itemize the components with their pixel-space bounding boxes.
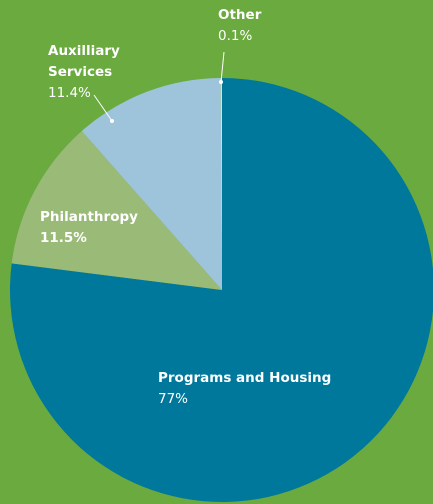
leader-dot: [110, 119, 114, 123]
slice-name: Other: [218, 7, 262, 23]
slice-name: Auxilliary Services: [48, 43, 120, 80]
leader-line: [220, 51, 225, 83]
pie-slice: [81, 78, 223, 290]
pie-slice: [10, 78, 433, 502]
slice-value: 11.4%: [48, 85, 91, 101]
slice-label: Auxilliary Services 11.4%: [48, 41, 128, 104]
slice-label: Philanthropy 11.5%: [40, 207, 160, 249]
pie-slice: [220, 78, 222, 290]
leader-line: [93, 94, 113, 122]
slice-name: Philanthropy: [40, 209, 138, 225]
slice-value: 0.1%: [218, 28, 253, 44]
slice-name: Programs and Housing: [158, 370, 332, 386]
leader-dot: [219, 80, 223, 84]
slice-value: 11.5%: [40, 230, 87, 246]
slice-label: Programs and Housing 77%: [158, 368, 358, 410]
slice-label: Other 0.1%: [218, 5, 278, 47]
pie-slice: [11, 130, 223, 290]
slice-value: 77%: [158, 391, 189, 407]
